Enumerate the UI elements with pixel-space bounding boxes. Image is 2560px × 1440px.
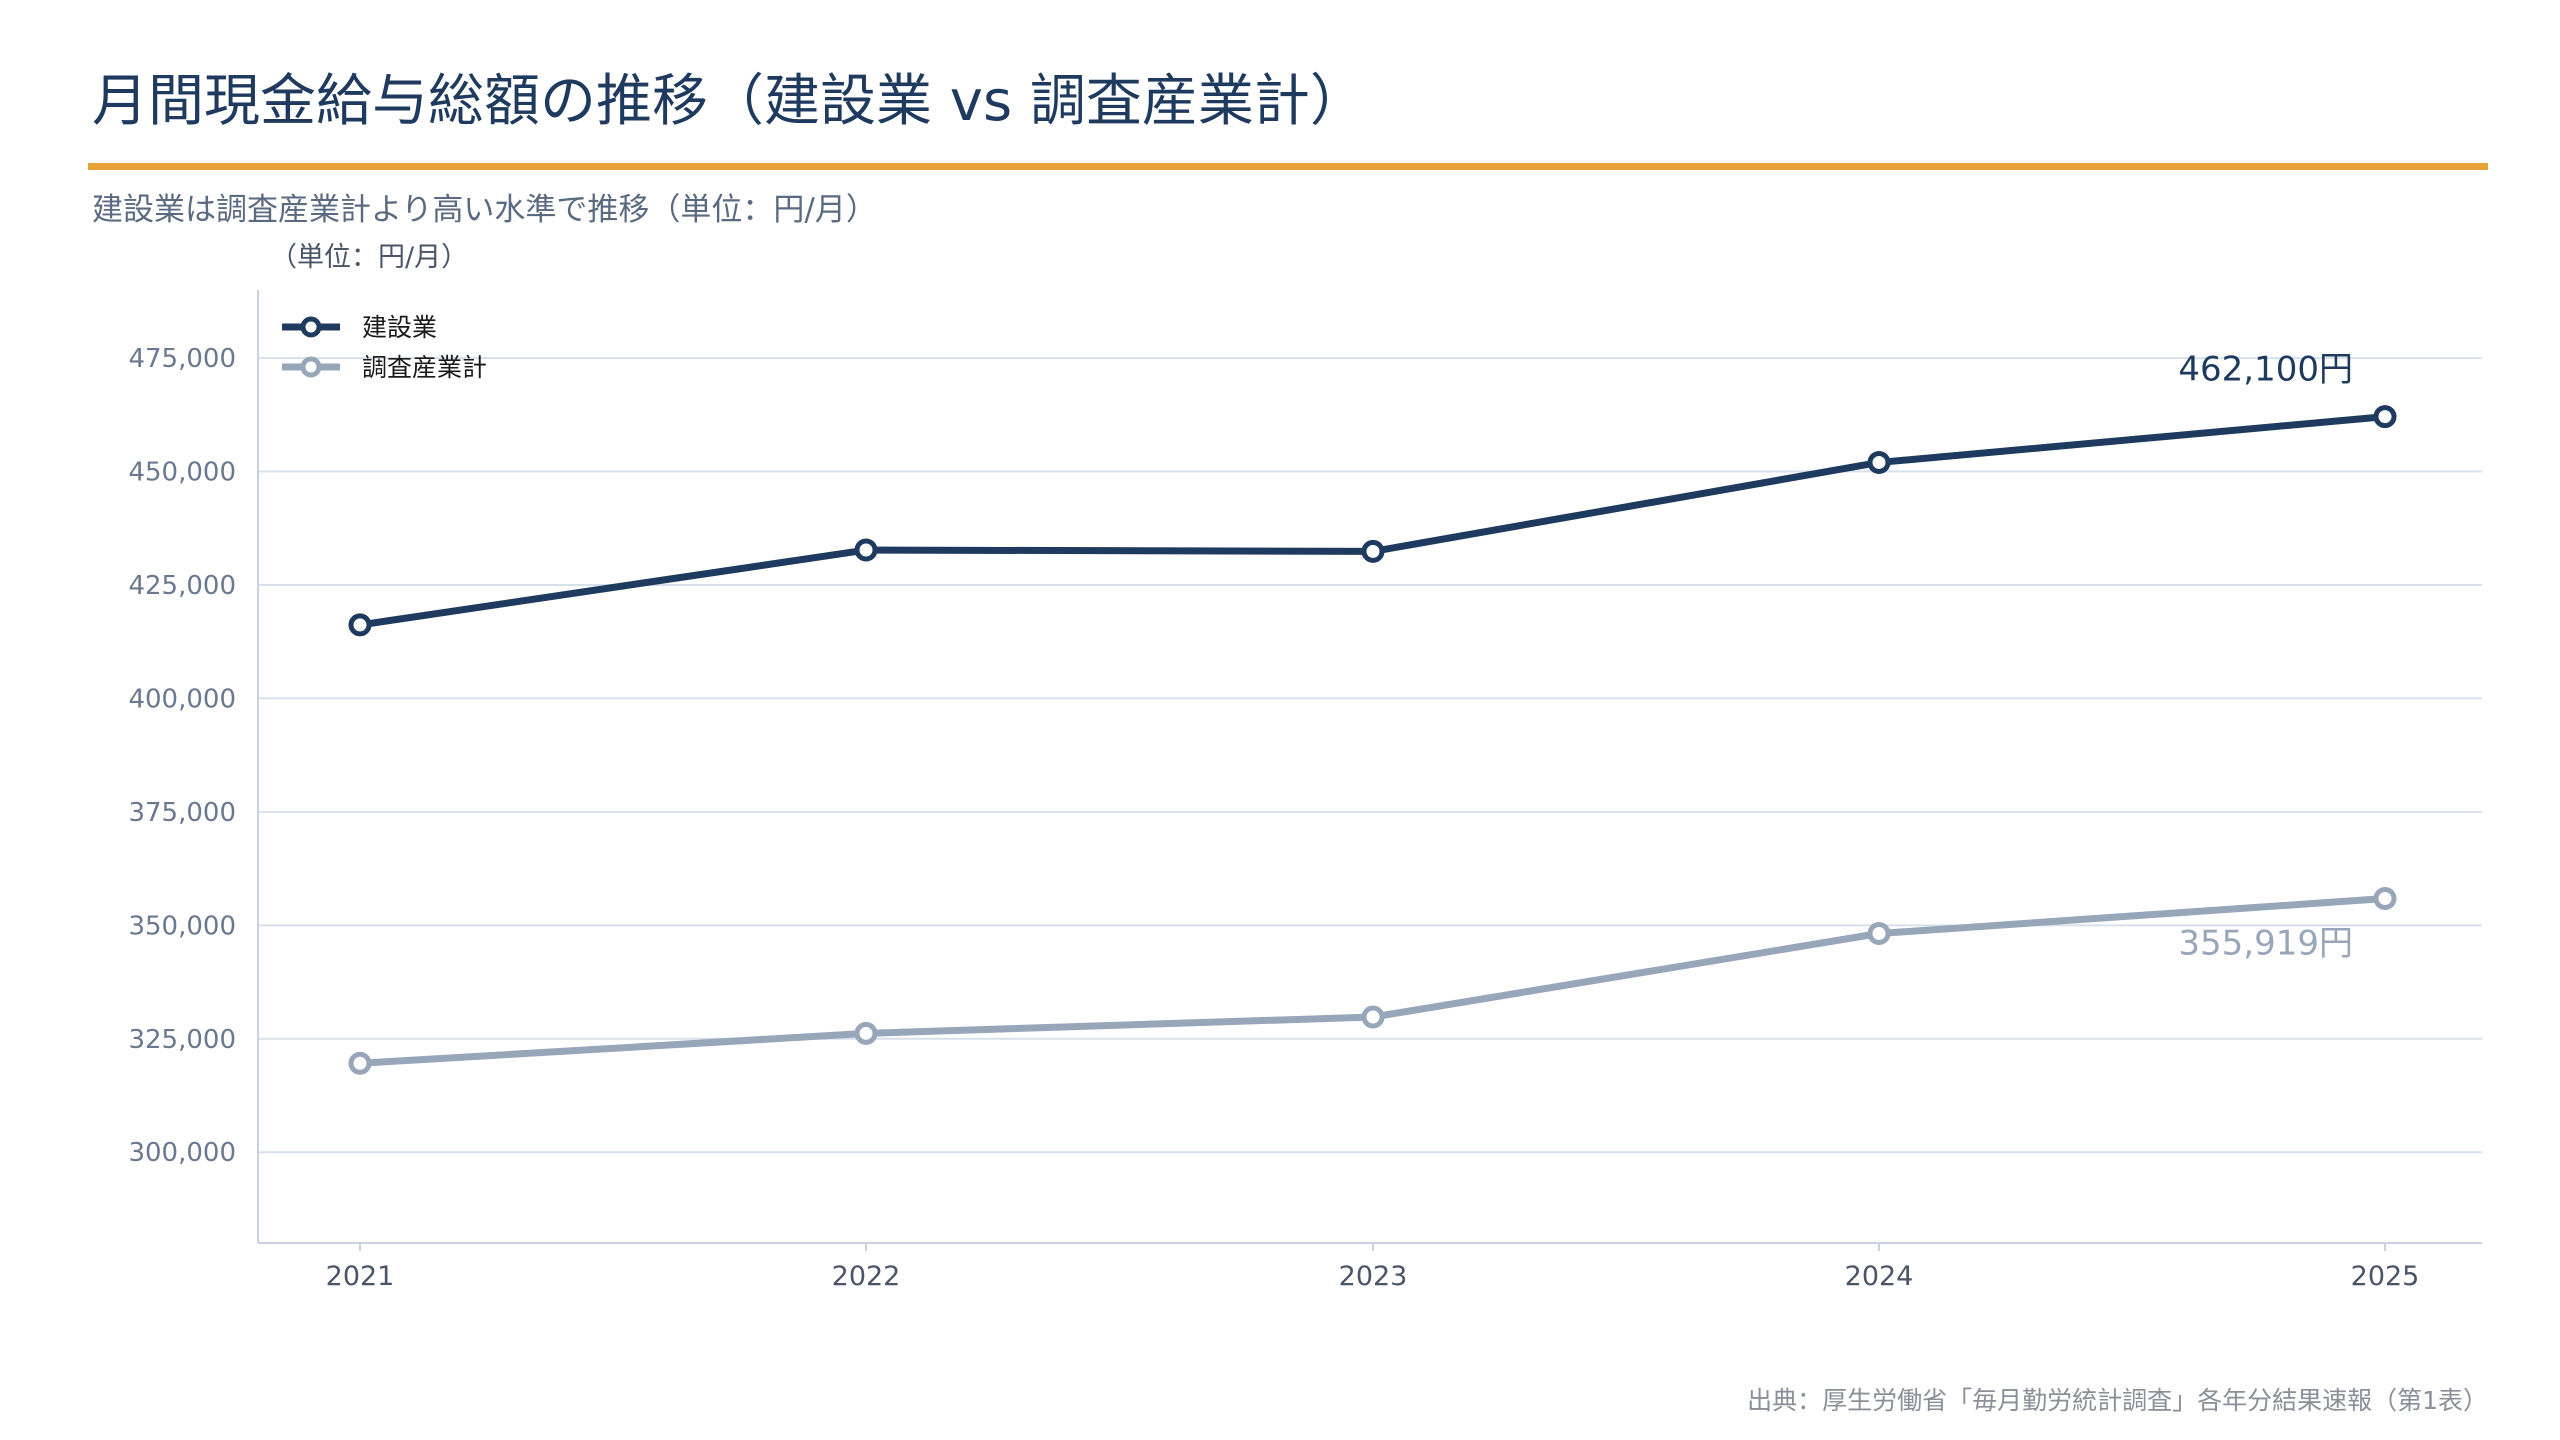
data-point — [1867, 922, 1891, 946]
y-tick-label: 350,000 — [128, 911, 236, 941]
series-lines — [348, 405, 2397, 1075]
x-tick-label: 2024 — [1845, 1261, 1914, 1292]
data-point — [854, 1021, 878, 1045]
data-point — [1361, 539, 1385, 563]
y-tick-label: 300,000 — [128, 1138, 236, 1168]
end-value-labels: 462,100円 355,919円 — [2178, 350, 2353, 964]
x-tick-label: 2025 — [2351, 1261, 2420, 1292]
y-axis-ticks: 300,000 325,000 350,000 375,000 400,000 425,0… — [128, 344, 236, 1168]
data-point — [1361, 1005, 1385, 1029]
source-note: 出典：厚生労働省「毎月勤労統計調査」各年分結果速報（第1表） — [1747, 1386, 2488, 1415]
x-tick-label: 2021 — [326, 1261, 395, 1292]
legend-swatch-marker — [300, 356, 322, 378]
y-tick-label: 325,000 — [128, 1025, 236, 1055]
y-tick-label: 450,000 — [128, 458, 236, 488]
data-point — [348, 1051, 372, 1075]
series-line-1 — [356, 413, 2389, 629]
end-value-label: 462,100円 — [2178, 350, 2353, 390]
legend-label: 建設業 — [362, 313, 437, 342]
end-value-label: 355,919円 — [2178, 923, 2353, 963]
x-tick-label: 2023 — [1339, 1261, 1408, 1292]
data-point — [348, 613, 372, 637]
y-axis-unit-label: （単位：円/月） — [270, 242, 468, 273]
y-tick-label: 425,000 — [128, 571, 236, 601]
x-tick-label: 2022 — [832, 1261, 901, 1292]
data-point — [854, 538, 878, 562]
y-tick-label: 400,000 — [128, 684, 236, 714]
y-tick-label: 475,000 — [128, 344, 236, 374]
data-point — [1867, 450, 1891, 474]
legend-swatch-marker — [300, 316, 322, 338]
chart-title: 月間現金給与総額の推移（建設業 vs 調査産業計） — [92, 69, 1366, 134]
x-axis-ticks: 2021 2022 2023 2024 2025 — [326, 1261, 2420, 1292]
data-point — [2373, 886, 2397, 910]
gridlines — [258, 357, 2482, 1154]
data-point — [2373, 405, 2397, 429]
axes — [257, 290, 2482, 1251]
chart-subtitle: 建設業は調査産業計より高い水準で推移（単位：円/月） — [92, 192, 877, 228]
legend-label: 調査産業計 — [362, 353, 487, 382]
title-accent-rule — [88, 163, 2488, 170]
y-tick-label: 375,000 — [128, 798, 236, 828]
